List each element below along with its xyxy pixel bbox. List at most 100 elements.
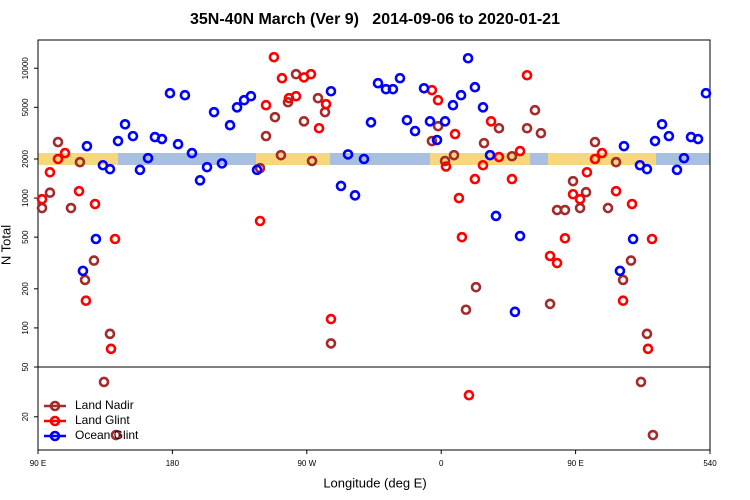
point xyxy=(312,92,324,104)
point xyxy=(463,389,475,401)
point xyxy=(469,173,481,185)
point xyxy=(245,90,257,102)
point xyxy=(493,122,505,134)
point xyxy=(455,89,467,101)
point xyxy=(663,130,675,142)
point xyxy=(79,274,91,286)
point xyxy=(268,51,280,63)
point xyxy=(678,152,690,164)
land-band xyxy=(256,153,330,165)
point xyxy=(574,202,586,214)
x-tick-label: 90 E xyxy=(567,459,583,468)
point xyxy=(514,145,526,157)
y-tick-label: 100 xyxy=(21,321,30,335)
point xyxy=(596,147,608,159)
x-tick-label: 180 xyxy=(166,459,180,468)
point xyxy=(52,136,64,148)
point xyxy=(269,111,281,123)
point xyxy=(104,163,116,175)
y-tick-label: 500 xyxy=(21,230,30,244)
point xyxy=(418,82,430,94)
point xyxy=(448,149,460,161)
point xyxy=(460,304,472,316)
point xyxy=(112,135,124,147)
point xyxy=(409,125,421,137)
point xyxy=(477,159,489,171)
point xyxy=(186,147,198,159)
point xyxy=(602,202,614,214)
point xyxy=(109,233,121,245)
point xyxy=(544,298,556,310)
point xyxy=(298,116,310,127)
point xyxy=(625,255,637,266)
point xyxy=(77,265,89,277)
point xyxy=(164,87,176,99)
point xyxy=(260,99,272,111)
point xyxy=(559,233,571,244)
x-tick-label: 90 W xyxy=(297,459,316,468)
point xyxy=(194,175,206,186)
point xyxy=(700,87,712,99)
point xyxy=(394,72,406,84)
point xyxy=(216,158,228,169)
land-band xyxy=(430,153,530,165)
point xyxy=(119,119,131,130)
point xyxy=(440,161,452,172)
point xyxy=(387,83,399,95)
point xyxy=(365,117,377,128)
y-tick-label: 2000 xyxy=(21,150,30,168)
point xyxy=(439,155,451,167)
plot-frame xyxy=(37,39,711,451)
point xyxy=(485,116,497,127)
legend-marker xyxy=(49,415,61,427)
y-tick-label: 1000 xyxy=(21,189,30,207)
point xyxy=(105,343,117,355)
point xyxy=(104,328,116,340)
point xyxy=(521,122,533,134)
chart-title: 35N-40N March (Ver 9) 2014-09-06 to 2020… xyxy=(190,11,560,28)
point xyxy=(649,135,661,147)
legend-label: Land Nadir xyxy=(75,398,134,412)
point xyxy=(535,127,547,139)
point xyxy=(90,233,102,245)
point xyxy=(358,153,370,165)
point xyxy=(254,215,266,227)
point xyxy=(453,192,465,204)
point xyxy=(493,151,505,163)
point xyxy=(424,116,436,127)
point xyxy=(59,147,71,159)
point xyxy=(641,328,653,340)
point xyxy=(470,281,482,293)
point xyxy=(372,77,384,89)
point xyxy=(529,104,541,116)
point xyxy=(349,190,361,201)
point xyxy=(80,295,92,307)
point xyxy=(642,343,654,355)
x-axis-label: Longitude (deg E) xyxy=(323,475,426,490)
point xyxy=(439,116,451,127)
point xyxy=(456,231,468,243)
land-ocean-strip xyxy=(38,153,710,165)
point xyxy=(574,193,586,205)
point xyxy=(73,185,85,197)
point xyxy=(201,161,213,173)
point xyxy=(305,68,317,80)
point xyxy=(544,250,556,262)
point xyxy=(469,81,481,93)
point xyxy=(401,114,413,126)
legend-marker xyxy=(49,400,61,412)
point xyxy=(335,180,347,192)
point xyxy=(506,173,518,185)
y-tick-label: 5000 xyxy=(21,98,30,116)
legend-label: Land Glint xyxy=(75,413,130,427)
point xyxy=(81,140,93,152)
point xyxy=(431,134,443,146)
point xyxy=(509,306,521,318)
point xyxy=(610,156,622,168)
point xyxy=(36,193,48,205)
point xyxy=(306,155,318,167)
point xyxy=(447,99,459,111)
point xyxy=(142,152,154,164)
point xyxy=(172,138,184,150)
